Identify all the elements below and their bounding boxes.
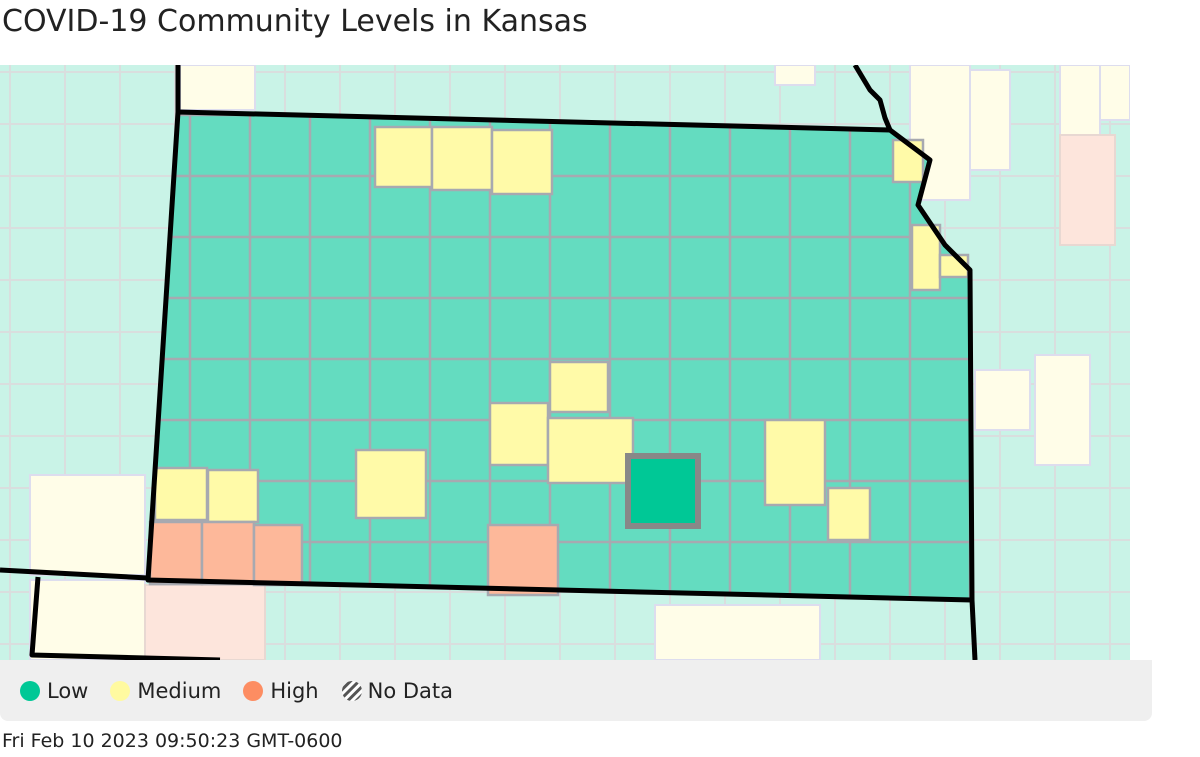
selected-county[interactable] bbox=[625, 453, 701, 529]
legend-item[interactable]: No Data bbox=[341, 679, 453, 703]
legend-item[interactable]: High bbox=[243, 678, 319, 703]
legend-swatch bbox=[243, 680, 264, 701]
title: COVID-19 Community Levels in Kansas bbox=[2, 4, 588, 39]
timestamp: Fri Feb 10 2023 09:50:23 GMT-0600 bbox=[2, 730, 343, 752]
legend-swatch bbox=[341, 680, 362, 701]
legend-label: No Data bbox=[367, 678, 453, 703]
legend-label: Low bbox=[47, 678, 89, 703]
legend-swatch bbox=[110, 680, 131, 701]
high-counties bbox=[148, 520, 560, 597]
legend-item[interactable]: Low bbox=[20, 679, 88, 703]
state-borders bbox=[0, 65, 978, 660]
legend-swatch bbox=[20, 680, 40, 701]
legend-item[interactable]: Medium bbox=[110, 679, 221, 703]
map[interactable] bbox=[0, 65, 1130, 660]
legend-label: Medium bbox=[137, 678, 222, 703]
legend: Low Medium High No Data bbox=[0, 660, 1152, 721]
medium-counties bbox=[153, 125, 970, 542]
legend-label: High bbox=[270, 678, 319, 703]
